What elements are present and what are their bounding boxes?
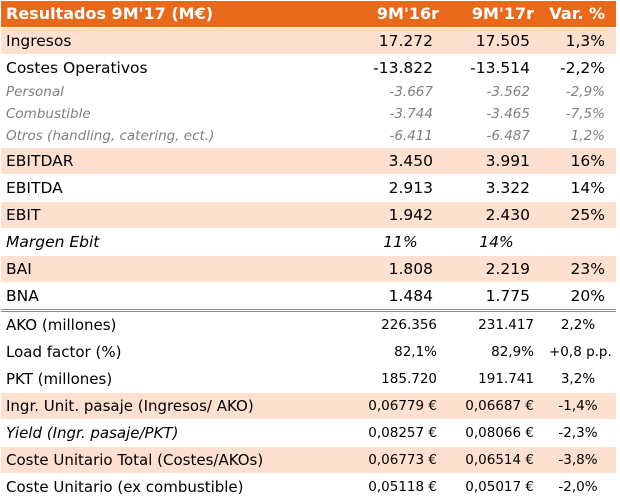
value-9m16r: 1.808 [352, 255, 449, 283]
row-coste-unitario-ex-combustible: Coste Unitario (ex combustible) 0,05118 … [1, 473, 616, 501]
value-9m17r: -13.514 [449, 54, 544, 82]
value-var: 20% [544, 282, 616, 312]
row-label: EBIT [1, 201, 352, 229]
row-label: Coste Unitario Total (Costes/AKOs) [1, 446, 352, 474]
value-9m16r: 0,06779 € [352, 392, 449, 420]
row-label: Load factor (%) [1, 338, 352, 366]
value-var: 23% [544, 255, 616, 283]
value-var: 1,2% [544, 125, 616, 148]
row-label: Yield (Ingr. pasaje/PKT) [1, 419, 352, 447]
value-var [544, 228, 616, 256]
value-9m17r: 3.991 [449, 147, 544, 175]
value-9m17r: -6.487 [449, 125, 544, 148]
value-var: 14% [544, 174, 616, 202]
value-9m17r: -3.562 [449, 81, 544, 104]
row-otros: Otros (handling, catering, ect.) -6.411 … [1, 125, 616, 148]
row-label: Ingresos [1, 27, 352, 55]
row-label: Margen Ebit [1, 228, 352, 256]
value-9m17r: -3.465 [449, 103, 544, 126]
value-9m17r: 0,06514 € [449, 446, 544, 474]
value-var: -2,3% [544, 419, 616, 447]
row-bna: BNA 1.484 1.775 20% [1, 282, 616, 312]
value-9m17r: 231.417 [449, 310, 544, 339]
value-9m17r: 191.741 [449, 365, 544, 393]
row-label: Personal [1, 81, 352, 104]
row-ako: AKO (millones) 226.356 231.417 2,2% [1, 310, 616, 339]
value-9m16r: 1.484 [352, 282, 449, 312]
value-9m17r: 0,05017 € [449, 473, 544, 501]
row-label: AKO (millones) [1, 310, 352, 339]
value-var: 2,2% [544, 310, 616, 339]
column-header-9m17r: 9M'17r [449, 1, 544, 28]
row-ebitda: EBITDA 2.913 3.322 14% [1, 174, 616, 202]
row-label: Coste Unitario (ex combustible) [1, 473, 352, 501]
row-yield: Yield (Ingr. pasaje/PKT) 0,08257 € 0,080… [1, 419, 616, 447]
value-var: 25% [544, 201, 616, 229]
value-9m16r: 17.272 [352, 27, 449, 55]
value-9m16r: -13.822 [352, 54, 449, 82]
value-var: -3,8% [544, 446, 616, 474]
value-9m16r: 185.720 [352, 365, 449, 393]
row-label: BNA [1, 282, 352, 312]
value-var: -1,4% [544, 392, 616, 420]
row-label: BAI [1, 255, 352, 283]
value-9m16r: 0,05118 € [352, 473, 449, 501]
value-var: -2,2% [544, 54, 616, 82]
row-pkt: PKT (millones) 185.720 191.741 3,2% [1, 365, 616, 393]
column-header-9m16r: 9M'16r [352, 1, 449, 28]
row-personal: Personal -3.667 -3.562 -2,9% [1, 81, 616, 104]
value-9m16r: -3.667 [352, 81, 449, 104]
value-9m16r: -3.744 [352, 103, 449, 126]
value-var: -2,9% [544, 81, 616, 104]
row-label: Ingr. Unit. pasaje (Ingresos/ AKO) [1, 392, 352, 420]
row-margen-ebit: Margen Ebit 11% 14% [1, 228, 616, 256]
row-load-factor: Load factor (%) 82,1% 82,9% +0,8 p.p. [1, 338, 616, 366]
table-header-row: Resultados 9M'17 (M€) 9M'16r 9M'17r Var.… [1, 1, 616, 28]
value-var: -7,5% [544, 103, 616, 126]
value-9m16r: -6.411 [352, 125, 449, 148]
value-9m16r: 3.450 [352, 147, 449, 175]
value-var: -2,0% [544, 473, 616, 501]
value-9m17r: 82,9% [449, 338, 544, 366]
value-9m17r: 2.219 [449, 255, 544, 283]
row-label: Combustible [1, 103, 352, 126]
value-9m16r: 0,08257 € [352, 419, 449, 447]
row-label: EBITDAR [1, 147, 352, 175]
value-9m17r: 2.430 [449, 201, 544, 229]
value-9m17r: 3.322 [449, 174, 544, 202]
row-bai: BAI 1.808 2.219 23% [1, 255, 616, 283]
row-coste-unitario-total: Coste Unitario Total (Costes/AKOs) 0,067… [1, 446, 616, 474]
row-ebit: EBIT 1.942 2.430 25% [1, 201, 616, 229]
value-var: 1,3% [544, 27, 616, 55]
value-9m16r: 226.356 [352, 310, 449, 339]
value-9m16r: 11% [352, 228, 449, 256]
row-label: EBITDA [1, 174, 352, 202]
row-ingresos: Ingresos 17.272 17.505 1,3% [1, 27, 616, 55]
value-9m17r: 14% [449, 228, 544, 256]
row-label: Costes Operativos [1, 54, 352, 82]
value-9m16r: 82,1% [352, 338, 449, 366]
row-ingr-unit-pasaje: Ingr. Unit. pasaje (Ingresos/ AKO) 0,067… [1, 392, 616, 420]
column-header-var: Var. % [544, 1, 616, 28]
value-9m16r: 1.942 [352, 201, 449, 229]
row-ebitdar: EBITDAR 3.450 3.991 16% [1, 147, 616, 175]
value-var: 3,2% [544, 365, 616, 393]
value-9m17r: 0,06687 € [449, 392, 544, 420]
table-title: Resultados 9M'17 (M€) [1, 1, 352, 28]
value-9m17r: 1.775 [449, 282, 544, 312]
value-9m16r: 2.913 [352, 174, 449, 202]
row-combustible: Combustible -3.744 -3.465 -7,5% [1, 103, 616, 126]
value-var: 16% [544, 147, 616, 175]
row-label: PKT (millones) [1, 365, 352, 393]
value-var: +0,8 p.p. [544, 338, 616, 366]
value-9m16r: 0,06773 € [352, 446, 449, 474]
row-costes-operativos: Costes Operativos -13.822 -13.514 -2,2% [1, 54, 616, 82]
row-label: Otros (handling, catering, ect.) [1, 125, 352, 148]
value-9m17r: 17.505 [449, 27, 544, 55]
value-9m17r: 0,08066 € [449, 419, 544, 447]
